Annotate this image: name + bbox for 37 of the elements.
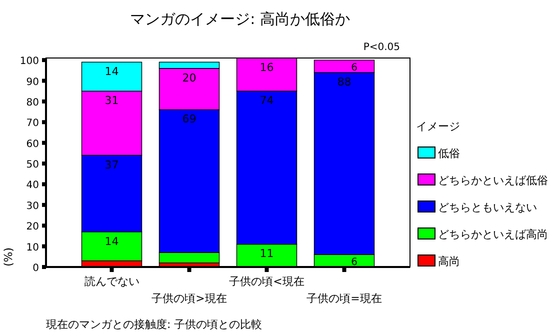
data-label: 37: [104, 158, 119, 172]
x-tick-label: 読んでない: [84, 275, 140, 288]
x-tick-label: 子供の頃>現在: [152, 292, 227, 305]
y-axis-title: (%): [2, 247, 15, 267]
y-tick-label: 0: [32, 263, 39, 274]
x-axis-title: 現在のマンガとの接触度: 子供の頃との比較: [46, 318, 262, 331]
y-tick-label: 10: [26, 242, 39, 254]
legend-label: どちらともいえない: [438, 201, 537, 214]
x-tick-label: 子供の頃<現在: [229, 275, 304, 288]
data-label: 74: [260, 94, 274, 108]
x-tick-label: 子供の頃=現在: [306, 292, 382, 305]
legend-label: 低俗: [438, 147, 460, 160]
legend-label: どちらかといえば高尚: [438, 228, 548, 241]
data-label: 69: [182, 112, 196, 126]
data-label: 20: [182, 71, 196, 84]
y-tick-label: 50: [26, 160, 39, 171]
data-label: 16: [260, 61, 274, 74]
y-tick-label: 80: [26, 97, 39, 108]
y-tick-label: 90: [26, 76, 39, 88]
y-tick-label: 30: [26, 200, 39, 212]
data-label: 14: [104, 65, 119, 78]
y-tick-label: 70: [26, 118, 39, 130]
y-tick-label: 40: [26, 180, 39, 192]
legend-title: イメージ: [416, 120, 460, 133]
y-tick-label: 60: [26, 138, 39, 150]
data-label: 88: [337, 75, 352, 88]
data-label: 6: [351, 256, 358, 268]
text: P<0.05: [363, 42, 400, 53]
legend-label: 高尚: [438, 255, 460, 268]
y-tick-label: 100: [20, 56, 39, 68]
data-label: 14: [104, 234, 119, 248]
chart-title: マンガのイメージ: 高尚か低俗か: [130, 10, 350, 28]
y-tick-label: 20: [26, 222, 39, 233]
data-label: 31: [104, 94, 119, 108]
data-label: 6: [351, 62, 358, 74]
data-label: 11: [260, 247, 274, 260]
legend-label: どちらかといえば低俗: [438, 174, 548, 187]
